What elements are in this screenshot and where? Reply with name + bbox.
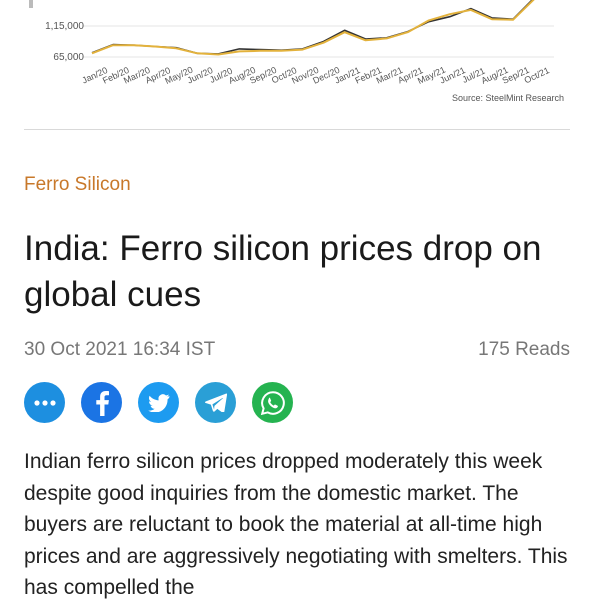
- price-chart-svg: 65,0001,15,000Jan/20Feb/20Mar/20Apr/20Ma…: [29, 0, 554, 86]
- article-reads: 175 Reads: [478, 339, 570, 360]
- y-tick-label: 65,000: [53, 52, 84, 63]
- more-icon: [33, 399, 56, 406]
- twitter-icon: [147, 393, 169, 412]
- share-telegram-button[interactable]: [195, 382, 236, 423]
- price-chart: 65,000 1,15,000 Jan/20 Feb/20 Mar/20 Apr/20 Ma…: [24, 0, 570, 130]
- share-whatsapp-button[interactable]: [252, 382, 293, 423]
- chart-source: Source: SteelMint Research: [451, 93, 564, 103]
- share-facebook-button[interactable]: [81, 382, 122, 423]
- y-tick-label: 1,15,000: [45, 21, 84, 32]
- whatsapp-icon: [260, 390, 285, 415]
- share-twitter-button[interactable]: [138, 382, 179, 423]
- y-axis-label-fragment: [29, 0, 33, 8]
- series-line-1: [91, 0, 535, 56]
- share-more-button[interactable]: [24, 382, 65, 423]
- article-body: Indian ferro silicon prices dropped mode…: [24, 450, 568, 599]
- divider: [24, 129, 570, 130]
- telegram-icon: [204, 393, 227, 412]
- article-headline: India: Ferro silicon prices drop on glob…: [24, 229, 542, 314]
- facebook-icon: [95, 390, 109, 416]
- article-category[interactable]: Ferro Silicon: [24, 174, 131, 195]
- share-row: [24, 382, 293, 424]
- article-date: 30 Oct 2021 16:34 IST: [24, 339, 216, 360]
